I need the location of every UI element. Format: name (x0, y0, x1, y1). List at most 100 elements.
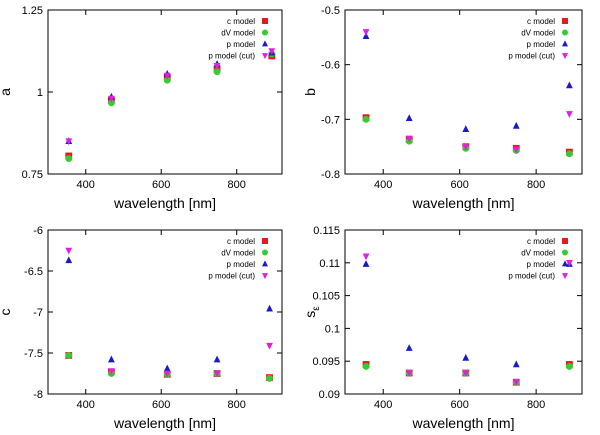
y-tick-label: 0.095 (312, 356, 340, 368)
data-point-dv-model (362, 363, 370, 370)
y-tick-label: 0.09 (319, 389, 340, 401)
y-axis-label: c (0, 309, 13, 316)
panel-1: 400 600 800 0.75 1 1.25 wavelength [nm] a c mode… (0, 5, 283, 211)
legend-marker-p-model (562, 260, 568, 267)
legend-marker-p-model-cut (562, 273, 568, 280)
y-tick-label: -6 (33, 225, 43, 237)
series-p-model (65, 256, 273, 372)
series-p-model (362, 260, 573, 368)
legend-label-p-model: p model (527, 260, 556, 269)
data-point-p-model-cut (163, 370, 171, 378)
y-tick-label: -8 (33, 389, 43, 401)
data-point-p-model (462, 353, 470, 361)
series-p-model (65, 48, 276, 144)
data-point-dv-model (163, 76, 171, 84)
legend-label-c-model: c model (227, 17, 255, 26)
y-axis-label: b (302, 88, 318, 96)
data-point-p-model-cut (405, 135, 413, 143)
legend-label-p-model-cut: p model (cut) (208, 272, 255, 281)
legend-label-p-model-cut: p model (cut) (508, 272, 555, 281)
y-axis-label-text: b (302, 88, 318, 96)
data-point-p-model-cut (512, 146, 520, 154)
x-tick-label: 400 (77, 179, 95, 191)
data-point-p-model (512, 121, 520, 129)
y-tick-label: -0.5 (321, 5, 340, 17)
data-point-dv-model (213, 68, 221, 76)
data-point-p-model (565, 81, 573, 89)
legend-marker-p-model (262, 260, 268, 267)
data-point-p-model (163, 364, 171, 372)
x-tick-label: 800 (527, 399, 545, 411)
y-tick-label: -0.6 (321, 60, 340, 72)
legend-label-p-model: p model (227, 260, 256, 269)
legend-label-c-model: c model (227, 237, 255, 246)
series-c-model (65, 52, 276, 160)
series-p-model-cut (65, 48, 276, 146)
data-point-p-model-cut (108, 368, 115, 376)
panel-4: 400 600 800 0.09 0.095 0.1 0.105 0.11 0.115 wavel… (302, 225, 583, 431)
y-tick-label: -0.8 (321, 169, 340, 181)
x-axis-label: wavelength [nm] (412, 415, 515, 431)
y-tick-label: 0.11 (319, 258, 340, 270)
data-point-p-model-cut (163, 72, 171, 80)
y-tick-label: -7 (33, 307, 43, 319)
data-point-p-model (405, 344, 413, 351)
series-dv-model (362, 363, 573, 386)
y-axis-label-text: c (0, 309, 13, 316)
x-tick-label: 800 (228, 399, 246, 411)
data-point-p-model (362, 260, 370, 267)
data-point-dv-model (108, 99, 115, 107)
legend-label-dv-model: dV model (221, 29, 255, 38)
legend-label-p-model-cut: p model (cut) (508, 52, 555, 61)
y-tick-label: -0.7 (321, 114, 340, 126)
data-point-p-model-cut (362, 29, 370, 36)
legend-label-dv-model: dV model (521, 249, 555, 258)
plot-frame (344, 229, 583, 395)
data-point-p-model-cut (565, 111, 573, 118)
data-point-p-model (405, 114, 413, 122)
y-tick-label: -7.5 (24, 348, 43, 360)
series-p-model (362, 32, 573, 132)
x-tick-label: 400 (374, 399, 392, 411)
x-tick-label: 600 (152, 179, 170, 191)
legend-marker-p-model-cut (262, 53, 268, 60)
legend-label-c-model: c model (527, 17, 555, 26)
legend: c model dV model p model p model (cut) (208, 17, 268, 61)
y-axis-label-text: s (302, 311, 318, 318)
legend-marker-p-model-cut (562, 53, 568, 60)
series-dv-model (362, 115, 573, 158)
x-tick-label: 400 (77, 399, 95, 411)
x-tick-label: 400 (374, 179, 392, 191)
data-point-dv-model (65, 155, 73, 162)
legend-marker-dv-model (562, 249, 568, 256)
x-tick-label: 800 (527, 179, 545, 191)
legend-marker-c-model (262, 18, 268, 24)
legend-label-c-model: c model (527, 237, 555, 246)
data-point-p-model-cut (213, 370, 221, 378)
legend-label-p-model: p model (227, 40, 256, 49)
x-axis-label: wavelength [nm] (113, 195, 216, 211)
x-axis-label: wavelength [nm] (113, 415, 216, 431)
y-axis-label-subscript: ε (311, 306, 322, 311)
data-point-p-model-cut (405, 370, 413, 378)
y-axis-label-text: a (0, 88, 13, 96)
data-point-p-model-cut (108, 95, 115, 103)
legend-label-p-model-cut: p model (cut) (208, 52, 255, 61)
series-p-model-cut (362, 29, 573, 154)
legend: c model dV model p model p model (cut) (208, 237, 268, 281)
data-point-p-model-cut (65, 247, 73, 255)
x-tick-label: 600 (152, 399, 170, 411)
y-tick-label: 0.75 (22, 169, 43, 181)
data-point-p-model (108, 355, 115, 363)
data-point-p-model-cut (565, 260, 573, 267)
data-point-p-model-cut (266, 342, 273, 350)
legend: c model dV model p model p model (cut) (508, 17, 568, 61)
x-tick-label: 600 (450, 179, 468, 191)
y-tick-label: 0.115 (313, 225, 340, 237)
legend-label-dv-model: dV model (221, 249, 255, 258)
legend-marker-c-model (262, 238, 268, 244)
data-point-p-model-cut (362, 253, 370, 261)
data-point-p-model-cut (462, 143, 470, 151)
y-axis-label: sε (302, 306, 322, 318)
legend-marker-dv-model (562, 29, 568, 36)
